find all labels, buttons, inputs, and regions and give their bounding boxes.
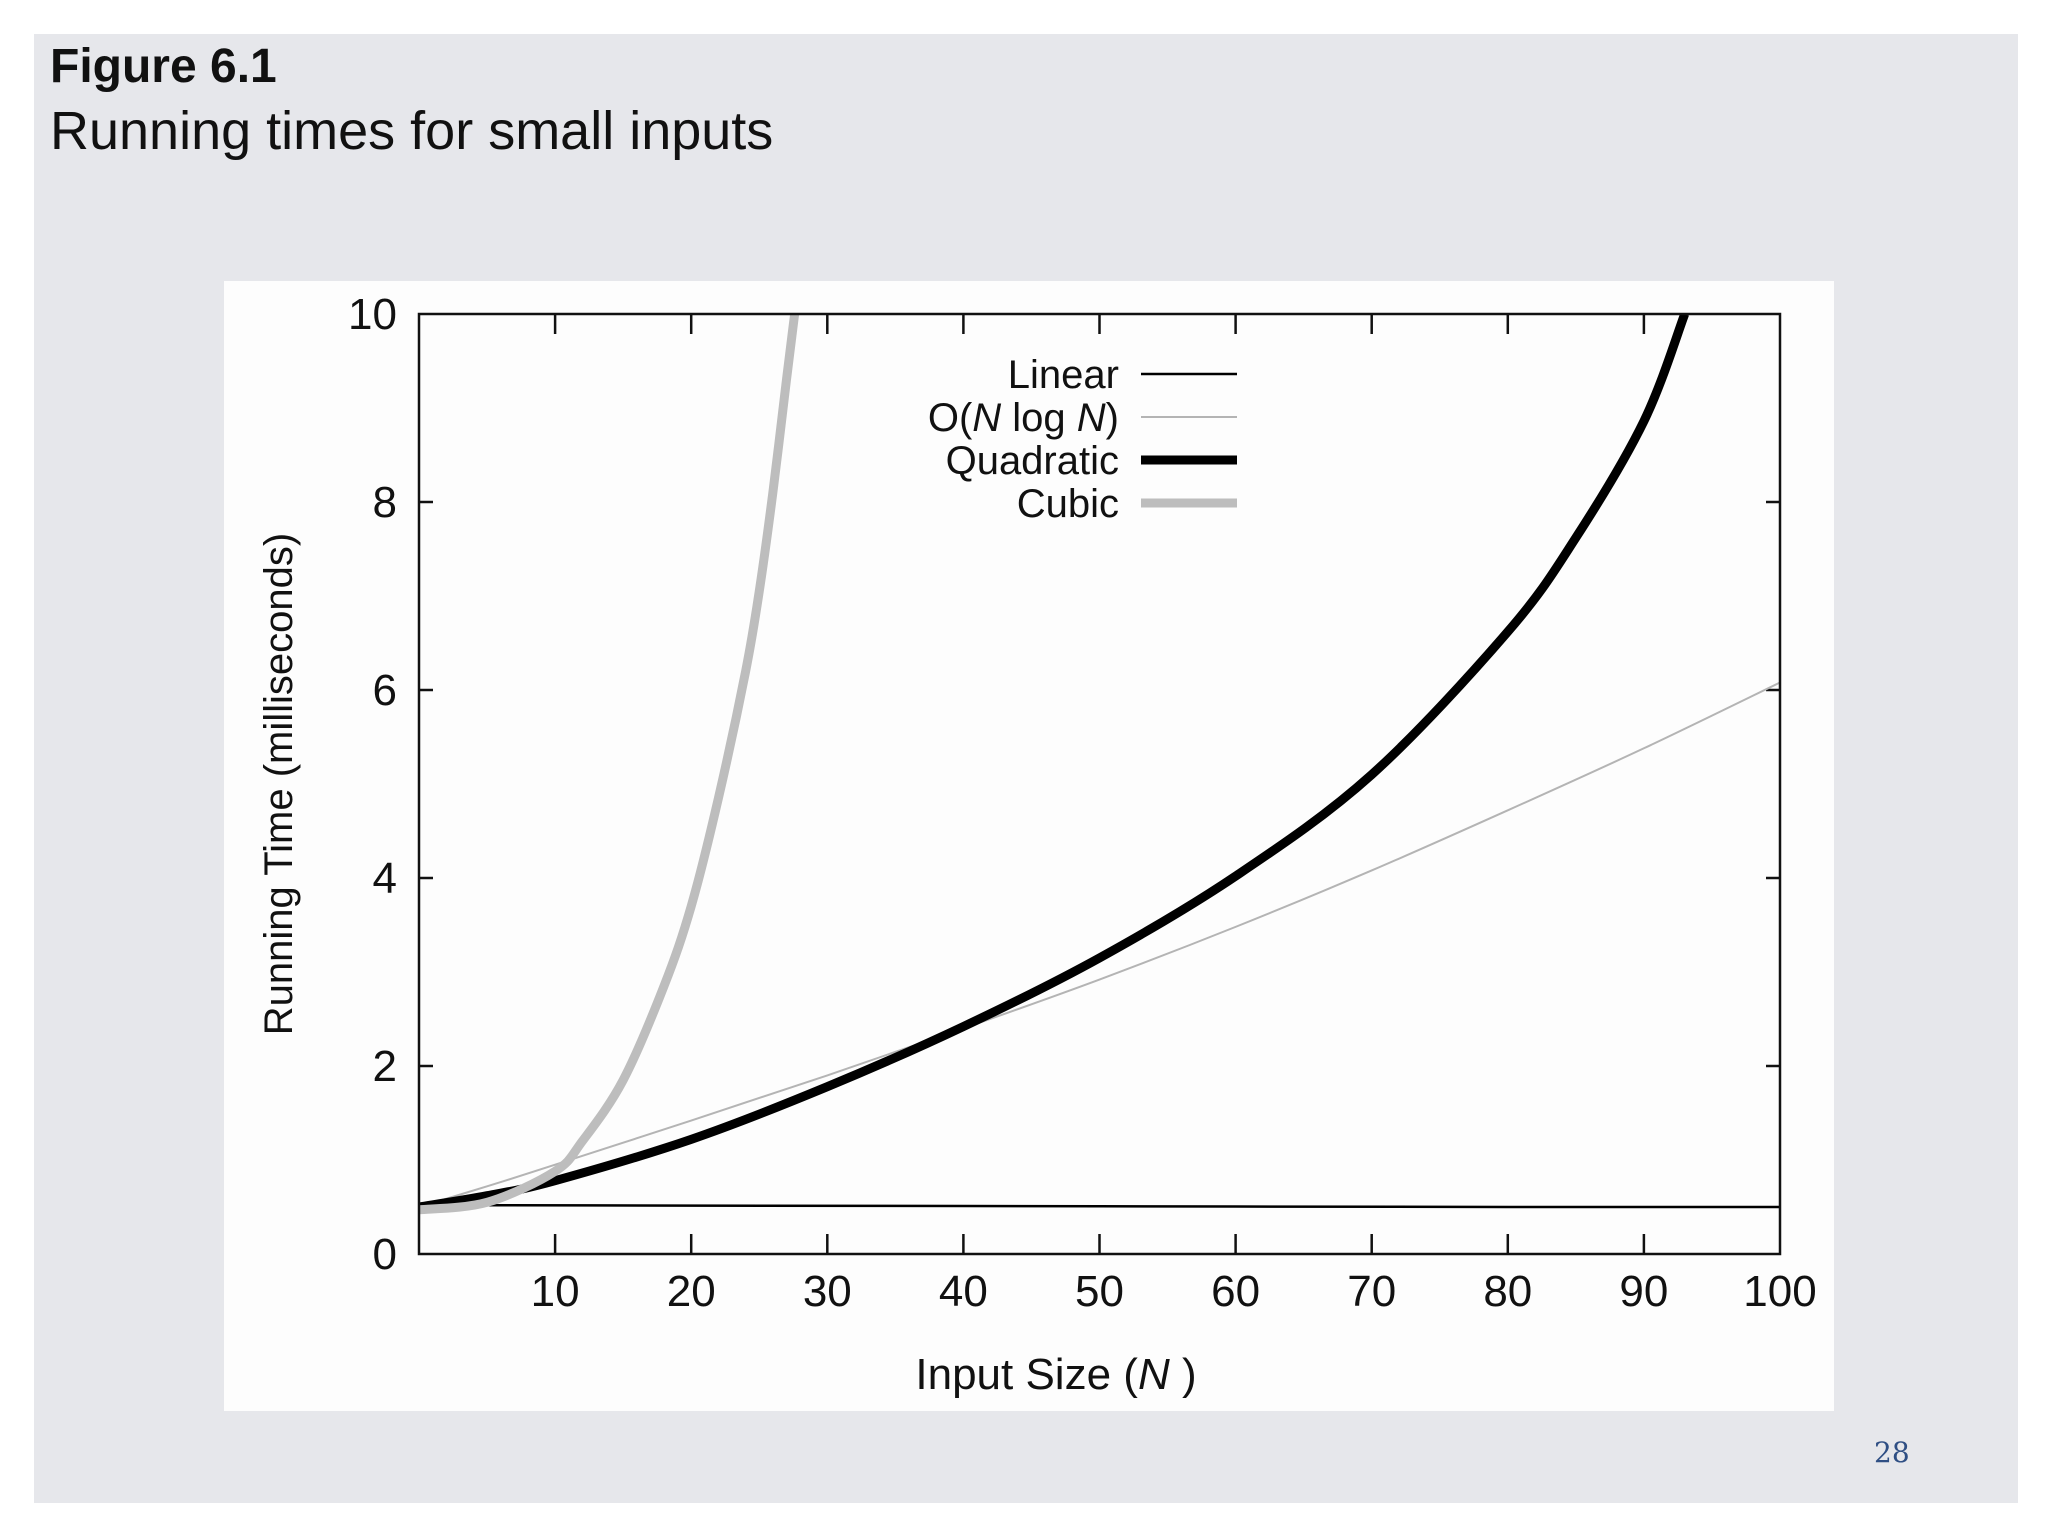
x-tick-label: 30 — [803, 1267, 852, 1316]
y-tick-label: 4 — [373, 854, 397, 903]
legend-label: O(N log N) — [928, 396, 1119, 440]
series-line-quadratic — [419, 314, 1689, 1212]
running-time-chart: Running Time (milliseconds) Input Size (… — [257, 290, 1817, 1399]
plot-frame — [417, 312, 1782, 1256]
series-line-linear — [419, 1203, 1780, 1209]
chart-panel: Running Time (milliseconds) Input Size (… — [224, 281, 1834, 1411]
x-axis-label: Input Size (N ) — [915, 1350, 1196, 1399]
y-tick-label: 10 — [348, 290, 397, 339]
y-axis-label: Running Time (milliseconds) — [257, 533, 301, 1035]
x-tick-label: 60 — [1211, 1267, 1260, 1316]
y-axis-ticks: 0 2 4 6 8 10 — [348, 290, 1780, 1279]
y-tick-label: 8 — [373, 478, 397, 527]
x-tick-label: 40 — [939, 1267, 988, 1316]
y-tick-label: 0 — [373, 1230, 397, 1279]
y-tick-label: 6 — [373, 666, 397, 715]
y-tick-label: 2 — [373, 1042, 397, 1091]
x-tick-label: 10 — [531, 1267, 580, 1316]
legend-label: Linear — [1008, 353, 1119, 397]
series-line-cubic — [419, 314, 800, 1215]
legend-label: Cubic — [1017, 482, 1119, 526]
x-tick-label: 80 — [1483, 1267, 1532, 1316]
slide: Figure 6.1 Running times for small input… — [34, 34, 2018, 1503]
x-tick-label: 90 — [1619, 1267, 1668, 1316]
figure-caption: Running times for small inputs — [50, 101, 774, 161]
x-tick-label: 50 — [1075, 1267, 1124, 1316]
x-axis-ticks: 10 20 30 40 50 60 70 80 90 100 — [531, 314, 1817, 1316]
y-axis-label-group: Running Time (milliseconds) — [257, 533, 301, 1035]
figure-label: Figure 6.1 — [50, 40, 277, 93]
x-tick-label: 100 — [1743, 1267, 1816, 1316]
x-tick-label: 20 — [667, 1267, 716, 1316]
series-line-o-n-log-n — [419, 681, 1780, 1208]
page-number: 28 — [1874, 1436, 1910, 1469]
series-lines — [419, 314, 1780, 1215]
legend-label: Quadratic — [946, 439, 1119, 483]
x-tick-label: 70 — [1347, 1267, 1396, 1316]
